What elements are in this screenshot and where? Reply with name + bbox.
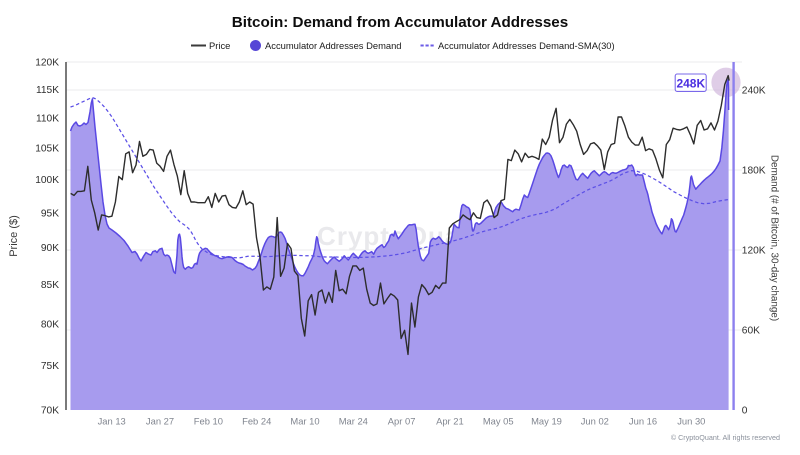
svg-text:80K: 80K <box>41 319 59 330</box>
svg-text:85K: 85K <box>41 280 59 291</box>
svg-text:240K: 240K <box>742 86 766 97</box>
svg-text:60K: 60K <box>742 326 760 337</box>
svg-text:Feb 24: Feb 24 <box>242 416 271 427</box>
svg-text:Feb 10: Feb 10 <box>194 416 223 427</box>
svg-text:Apr 21: Apr 21 <box>436 416 464 427</box>
svg-text:180K: 180K <box>742 166 766 177</box>
svg-text:Jun 02: Jun 02 <box>581 416 609 427</box>
svg-text:100K: 100K <box>35 175 59 186</box>
svg-text:Jun 16: Jun 16 <box>629 416 657 427</box>
svg-text:248K: 248K <box>676 76 705 90</box>
svg-text:120K: 120K <box>35 58 59 69</box>
svg-text:© CryptoQuant. All rights rese: © CryptoQuant. All rights reserved <box>671 433 780 442</box>
svg-text:May 19: May 19 <box>531 416 562 427</box>
svg-text:75K: 75K <box>41 361 59 372</box>
svg-text:120K: 120K <box>742 246 766 257</box>
svg-text:70K: 70K <box>41 406 59 417</box>
svg-text:Bitcoin: Demand from Accumulat: Bitcoin: Demand from Accumulator Address… <box>232 14 568 31</box>
svg-text:Price: Price <box>209 40 230 51</box>
svg-text:0: 0 <box>742 406 748 417</box>
svg-text:95K: 95K <box>41 208 59 219</box>
svg-text:115K: 115K <box>36 85 59 96</box>
svg-text:Price ($): Price ($) <box>8 215 20 257</box>
svg-text:90K: 90K <box>41 243 59 254</box>
svg-text:Mar 24: Mar 24 <box>339 416 368 427</box>
svg-text:Accumulator Addresses Demand-S: Accumulator Addresses Demand-SMA(30) <box>438 40 615 51</box>
svg-text:Accumulator Addresses Demand: Accumulator Addresses Demand <box>265 40 402 51</box>
svg-text:110K: 110K <box>36 114 59 125</box>
svg-text:Jan 27: Jan 27 <box>146 416 174 427</box>
svg-text:Jan 13: Jan 13 <box>98 416 126 427</box>
svg-text:Jun 30: Jun 30 <box>677 416 705 427</box>
svg-text:May 05: May 05 <box>483 416 514 427</box>
svg-text:Mar 10: Mar 10 <box>290 416 319 427</box>
svg-text:105K: 105K <box>35 144 59 155</box>
svg-text:Demand (# of Bitcoin, 30-day c: Demand (# of Bitcoin, 30-day change) <box>769 155 780 321</box>
svg-text:Apr 07: Apr 07 <box>388 416 416 427</box>
